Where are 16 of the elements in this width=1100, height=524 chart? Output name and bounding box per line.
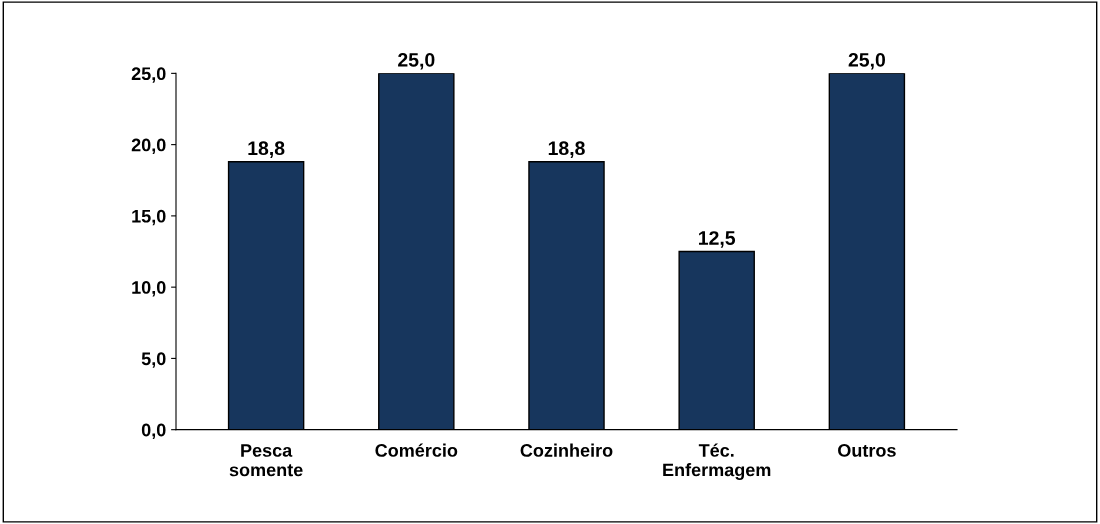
x-tick-label: Cozinheiro [520, 443, 613, 457]
x-tick-label: Téc. Enfermagem [663, 443, 771, 480]
data-label: 12,5 [699, 231, 736, 248]
data-label: 25,0 [848, 52, 886, 70]
data-label: 18,8 [548, 141, 585, 158]
x-tick-label: Comércio [375, 443, 458, 457]
y-tick-label: 10,0 [132, 281, 166, 297]
x-tick-label: Outros [838, 444, 896, 457]
y-tick-label: 25,0 [131, 67, 166, 83]
y-tick-label: 20,0 [131, 138, 166, 154]
data-label: 25,0 [398, 52, 435, 70]
x-tick-label: Pesca somente [229, 444, 303, 477]
y-tick-label: 0,0 [141, 423, 166, 440]
data-label: 18,8 [248, 141, 285, 158]
y-tick-label: 15,0 [132, 209, 166, 226]
y-tick-label: 5,0 [141, 352, 166, 368]
